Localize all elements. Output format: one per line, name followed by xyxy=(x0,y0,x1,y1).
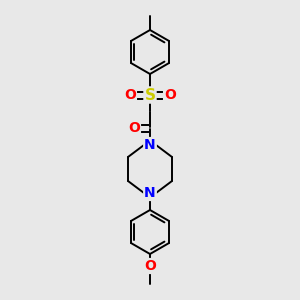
Text: O: O xyxy=(164,88,176,102)
Text: O: O xyxy=(144,259,156,273)
Text: N: N xyxy=(144,186,156,200)
Text: N: N xyxy=(144,138,156,152)
Text: O: O xyxy=(124,88,136,102)
Text: O: O xyxy=(128,121,140,135)
Text: S: S xyxy=(145,88,155,103)
